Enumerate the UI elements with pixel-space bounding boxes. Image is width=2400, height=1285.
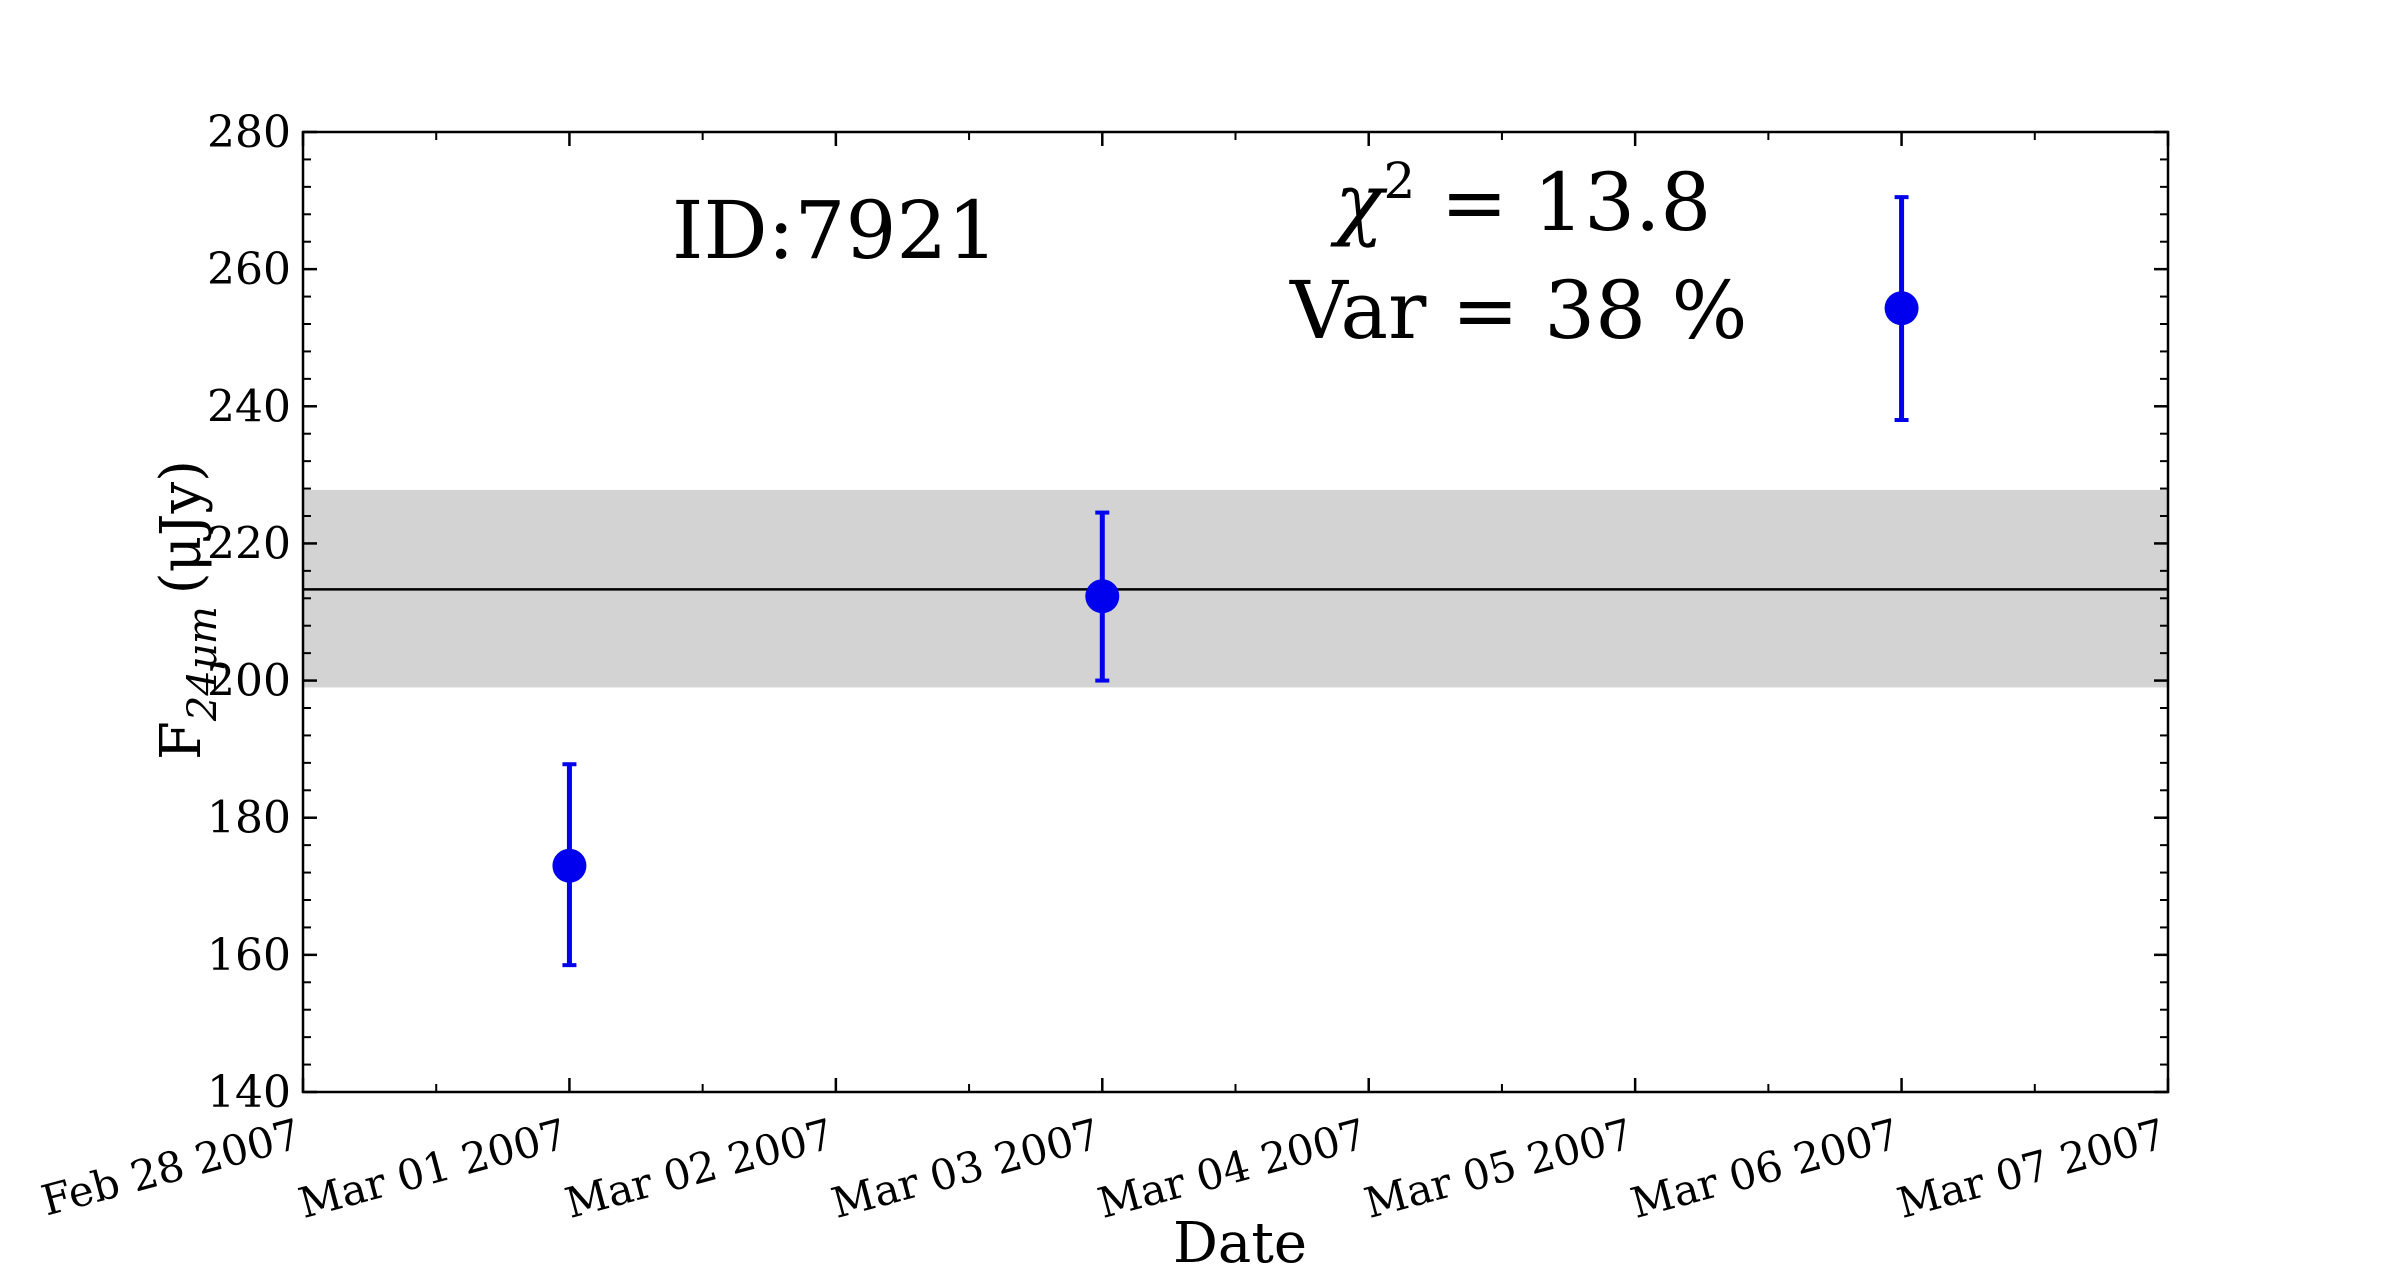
- x-tick-label: Mar 01 2007: [294, 1109, 572, 1228]
- y-tick-label: 240: [207, 381, 291, 432]
- x-tick-label: Mar 07 2007: [1892, 1109, 2170, 1228]
- data-point: [552, 848, 587, 883]
- x-tick-label: Mar 02 2007: [560, 1109, 838, 1228]
- y-tick-label: 140: [207, 1067, 291, 1118]
- data-point: [1884, 291, 1919, 326]
- chi2-superscript: 2: [1383, 152, 1415, 210]
- x-tick-label: Mar 03 2007: [826, 1109, 1104, 1228]
- data-point: [1085, 579, 1120, 614]
- y-tick-label: 260: [207, 244, 291, 295]
- annotation-chi2: χ2 = 13.8: [1330, 152, 1711, 249]
- chi2-symbol: χ: [1330, 156, 1388, 249]
- y-tick-label: 200: [207, 656, 291, 707]
- chi2-value: = 13.8: [1415, 156, 1711, 249]
- y-tick-label: 180: [207, 793, 291, 844]
- annotation-id: ID:7921: [672, 184, 998, 277]
- y-tick-label: 160: [207, 930, 291, 981]
- x-axis-label: Date: [1173, 1211, 1307, 1276]
- y-axis-label: F24μm (μJy): [149, 460, 226, 760]
- x-tick-label: Mar 06 2007: [1626, 1109, 1904, 1228]
- data-layer: [552, 195, 1919, 968]
- y-axis-label-main: F: [149, 721, 214, 760]
- y-axis: 140 160 180 200 220 240 260 280: [207, 107, 2168, 1118]
- y-axis-label-unit: (μJy): [149, 460, 214, 594]
- y-tick-label: 220: [207, 518, 291, 569]
- x-tick-label: Feb 28 2007: [36, 1109, 305, 1225]
- x-tick-label: Mar 05 2007: [1359, 1109, 1637, 1228]
- y-axis-label-subscript: 24μm: [180, 606, 226, 722]
- annotation-var: Var = 38 %: [1289, 264, 1748, 357]
- y-tick-label: 280: [207, 107, 291, 158]
